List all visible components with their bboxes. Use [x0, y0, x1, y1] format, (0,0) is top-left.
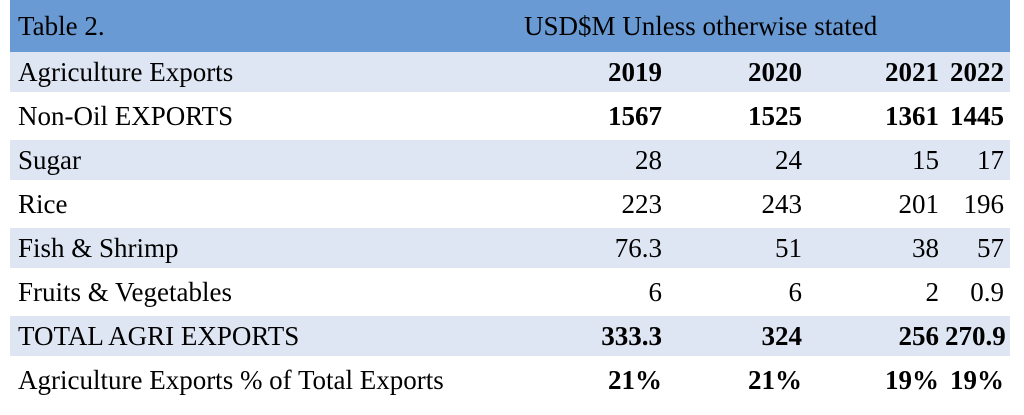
- cell-2022: 17: [945, 136, 1010, 180]
- row-label: TOTAL AGRI EXPORTS: [10, 312, 510, 356]
- cell-2019: 76.3: [510, 224, 670, 268]
- cell-2021: 15: [810, 136, 945, 180]
- cell-2020: 6: [670, 268, 810, 312]
- cell-2019: 28: [510, 136, 670, 180]
- agri-exports-table: Agriculture Exports 2019 2020 2021 2022 …: [10, 52, 1010, 400]
- row-label: Agriculture Exports % of Total Exports: [10, 356, 510, 400]
- row-label: Fruits & Vegetables: [10, 268, 510, 312]
- cell-2021: 19%: [810, 356, 945, 400]
- cell-2020: 243: [670, 180, 810, 224]
- cell-2019: 1567: [510, 92, 670, 136]
- export-table-container: Table 2. USD$M Unless otherwise stated A…: [10, 0, 1010, 400]
- cell-2019: 21%: [510, 356, 670, 400]
- table-title-bar: Table 2. USD$M Unless otherwise stated: [10, 0, 1010, 52]
- cell-2021: 2: [810, 268, 945, 312]
- row-label: Fish & Shrimp: [10, 224, 510, 268]
- year-2020: 2020: [670, 52, 810, 92]
- year-2021: 2021: [810, 52, 945, 92]
- table-row-percent: Agriculture Exports % of Total Exports 2…: [10, 356, 1010, 400]
- unit-note: USD$M Unless otherwise stated: [524, 10, 878, 41]
- cell-2020: 51: [670, 224, 810, 268]
- cell-2021: 256: [810, 312, 945, 356]
- table-row: Non-Oil EXPORTS 1567 1525 1361 1445: [10, 92, 1010, 136]
- cell-2020: 1525: [670, 92, 810, 136]
- cell-2020: 21%: [670, 356, 810, 400]
- table-row: Fruits & Vegetables 6 6 2 0.9: [10, 268, 1010, 312]
- cell-2021: 38: [810, 224, 945, 268]
- cell-2021: 201: [810, 180, 945, 224]
- cell-2019: 6: [510, 268, 670, 312]
- cell-2022: 1445: [945, 92, 1010, 136]
- cell-2022: 196: [945, 180, 1010, 224]
- cell-2022: 0.9: [945, 268, 1010, 312]
- cell-2020: 324: [670, 312, 810, 356]
- table-row: Fish & Shrimp 76.3 51 38 57: [10, 224, 1010, 268]
- row-label: Rice: [10, 180, 510, 224]
- cell-2022: 19%: [945, 356, 1010, 400]
- row-label: Sugar: [10, 136, 510, 180]
- cell-2019: 223: [510, 180, 670, 224]
- cell-2019: 333.3: [510, 312, 670, 356]
- cell-2020: 24: [670, 136, 810, 180]
- cell-2022: 270.9: [945, 312, 1010, 356]
- table-header-row: Agriculture Exports 2019 2020 2021 2022: [10, 52, 1010, 92]
- table-row-total: TOTAL AGRI EXPORTS 333.3 324 256 270.9: [10, 312, 1010, 356]
- table-row: Sugar 28 24 15 17: [10, 136, 1010, 180]
- cell-2022: 57: [945, 224, 1010, 268]
- row-label: Non-Oil EXPORTS: [10, 92, 510, 136]
- table-title: Table 2.: [18, 10, 105, 41]
- cell-2021: 1361: [810, 92, 945, 136]
- year-2019: 2019: [510, 52, 670, 92]
- table-row: Rice 223 243 201 196: [10, 180, 1010, 224]
- year-2022: 2022: [945, 52, 1010, 92]
- header-label: Agriculture Exports: [10, 52, 510, 92]
